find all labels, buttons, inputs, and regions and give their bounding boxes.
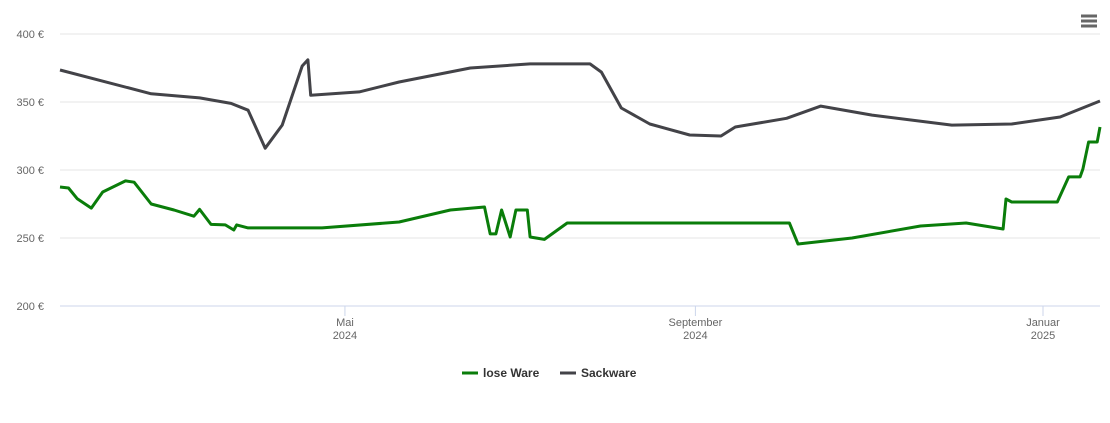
line — [59, 58, 1101, 150]
x-tick-label: September 2024 — [668, 317, 722, 342]
legend-item[interactable]: lose Ware — [462, 366, 540, 380]
menu-button[interactable] — [1076, 10, 1100, 32]
y-tick-label: 350 € — [16, 97, 44, 109]
legend-item[interactable]: Sackware — [560, 366, 637, 380]
y-tick-label: 400 € — [16, 29, 44, 41]
y-tick-label: 300 € — [16, 165, 44, 177]
y-tick-label: 200 € — [16, 301, 44, 313]
y-tick-label: 250 € — [16, 233, 44, 245]
legend-text: lose Ware — [483, 366, 540, 380]
x-tick-label: Mai 2024 — [333, 317, 357, 342]
x-tick-label: Januar 2025 — [1026, 317, 1060, 342]
legend-text: Sackware — [581, 366, 637, 380]
line — [59, 126, 1102, 246]
